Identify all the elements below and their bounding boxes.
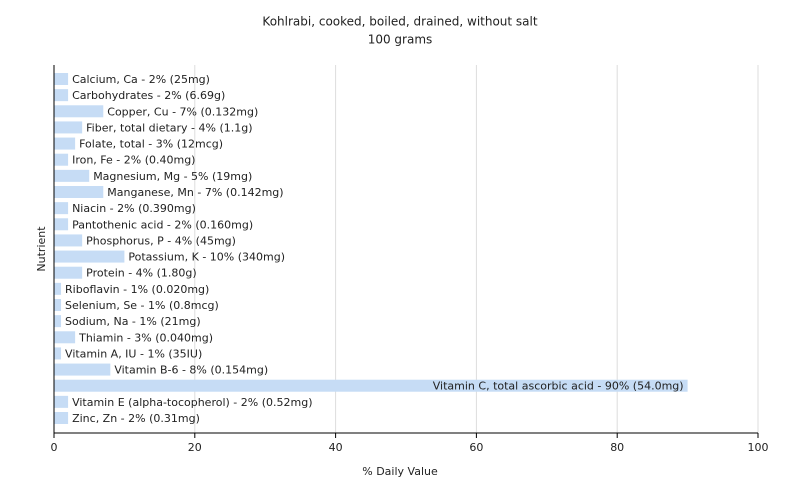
bars	[54, 73, 688, 424]
bar	[54, 89, 69, 102]
bar	[54, 218, 69, 231]
value-label: Folate, total - 3% (12mcg)	[79, 138, 223, 151]
value-label: Vitamin E (alpha-tocopherol) - 2% (0.52m…	[72, 396, 312, 409]
x-axis-label: % Daily Value	[362, 465, 438, 478]
value-label: Protein - 4% (1.80g)	[86, 267, 197, 280]
value-label: Fiber, total dietary - 4% (1.1g)	[86, 121, 252, 134]
bar	[54, 73, 69, 85]
x-tick-label: 0	[51, 441, 58, 454]
value-label: Vitamin B-6 - 8% (0.154mg)	[114, 364, 268, 377]
bar	[54, 379, 688, 392]
value-label: Riboflavin - 1% (0.020mg)	[65, 283, 209, 296]
bar	[54, 202, 69, 215]
value-label: Selenium, Se - 1% (0.8mcg)	[65, 299, 219, 312]
bar	[54, 137, 76, 150]
value-label: Iron, Fe - 2% (0.40mg)	[72, 154, 195, 167]
x-tick-label: 80	[610, 441, 624, 454]
value-label: Potassium, K - 10% (340mg)	[128, 251, 285, 264]
bar	[54, 412, 69, 424]
chart-title: Kohlrabi, cooked, boiled, drained, witho…	[262, 15, 537, 29]
value-label: Carbohydrates - 2% (6.69g)	[72, 89, 225, 102]
bar	[54, 250, 125, 263]
value-label: Thiamin - 3% (0.040mg)	[78, 331, 213, 344]
value-label: Vitamin C, total ascorbic acid - 90% (54…	[433, 380, 684, 393]
bar	[54, 186, 104, 198]
x-tick-label: 40	[329, 441, 343, 454]
bar	[54, 363, 111, 376]
bar	[54, 121, 83, 134]
value-label: Magnesium, Mg - 5% (19mg)	[93, 170, 252, 183]
bar	[54, 105, 104, 118]
bar	[54, 347, 62, 360]
value-label: Phosphorus, P - 4% (45mg)	[86, 234, 236, 247]
value-label: Vitamin A, IU - 1% (35IU)	[65, 347, 202, 360]
bar	[54, 169, 90, 182]
value-label: Pantothenic acid - 2% (0.160mg)	[72, 218, 253, 231]
bar	[54, 315, 62, 328]
bar	[54, 234, 83, 247]
bar	[54, 331, 76, 344]
bar	[54, 395, 69, 408]
value-label: Niacin - 2% (0.390mg)	[72, 202, 196, 215]
bar	[54, 153, 69, 166]
x-tick-label: 20	[188, 441, 202, 454]
chart-subtitle: 100 grams	[368, 33, 433, 47]
bar	[54, 299, 62, 311]
bar	[54, 266, 83, 279]
value-label: Copper, Cu - 7% (0.132mg)	[107, 105, 258, 118]
y-axis-label: Nutrient	[35, 226, 48, 272]
value-label: Calcium, Ca - 2% (25mg)	[72, 73, 210, 86]
value-label: Zinc, Zn - 2% (0.31mg)	[72, 412, 200, 425]
bar	[54, 282, 62, 295]
x-tick-label: 100	[748, 441, 769, 454]
x-tick-label: 60	[469, 441, 483, 454]
value-label: Sodium, Na - 1% (21mg)	[65, 315, 201, 328]
value-label: Manganese, Mn - 7% (0.142mg)	[107, 186, 283, 199]
